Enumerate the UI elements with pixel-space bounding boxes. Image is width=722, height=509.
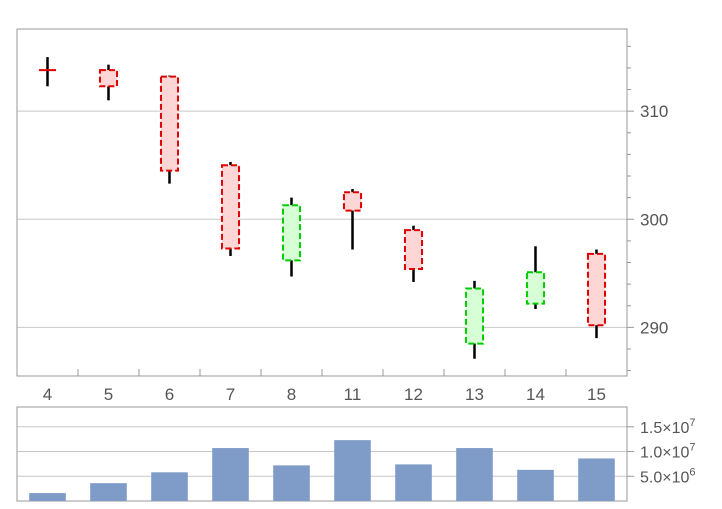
volume-y-tick-label: 1.0×107 [640,442,696,462]
candle [38,57,57,87]
candle [403,225,424,282]
x-tick-label: 12 [404,385,423,404]
candle-body [98,69,119,88]
volume-y-tick-label: 5.0×106 [640,466,696,486]
candle-body [403,229,424,270]
tick-exponent: 7 [689,417,695,429]
candle [220,161,241,257]
tick-base: 10 [672,445,690,462]
tick-mantissa: 1.5 [640,420,662,437]
volume-bar [517,469,554,501]
candle-body [342,191,363,212]
volume-bar [395,464,432,501]
tick-times-sign: × [662,420,671,437]
candle-body [525,271,546,305]
tick-exponent: 6 [689,466,695,478]
x-tick-label: 5 [104,385,113,404]
candle [525,246,546,309]
price-x-axis: 4 5 6 7 8 11 12 13 14 15 [43,369,606,404]
volume-bar [456,448,493,501]
x-tick-label: 7 [226,385,235,404]
price-y-axis: 290 300 310 [627,45,668,372]
x-tick-label: 13 [465,385,484,404]
candlesticks [38,57,607,359]
tick-base: 10 [672,469,690,486]
candle-body [220,164,241,250]
volume-panel-frame [16,406,628,502]
x-tick-label: 14 [526,385,545,404]
volume-bar [90,483,127,501]
candle [98,64,119,101]
price-y-tick-label: 310 [640,102,668,121]
x-tick-label: 11 [344,385,362,404]
price-y-tick-label: 300 [640,210,668,229]
volume-bars [29,440,615,501]
x-tick-label: 4 [43,385,52,404]
candle-body [281,204,302,262]
volume-bar [151,472,188,501]
candle-body [159,75,180,172]
candle [586,249,607,339]
price-gridlines [17,110,627,328]
tick-mantissa: 1.0 [640,445,662,462]
tick-exponent: 7 [689,442,695,454]
volume-bar [212,448,249,501]
tick-times-sign: × [662,469,671,486]
volume-gridlines [17,426,627,477]
price-panel: 290 300 310 4 5 6 7 8 11 12 13 14 15 [16,28,668,404]
candle-body [464,287,485,345]
candle [464,280,485,359]
candle [342,188,363,250]
x-tick-label: 15 [587,385,606,404]
tick-times-sign: × [662,445,671,462]
volume-bar [273,465,310,501]
volume-y-tick-label: 1.5×107 [640,417,696,437]
tick-mantissa: 5.0 [640,469,662,486]
candle [281,197,302,277]
volume-bar [334,440,371,501]
price-y-tick-label: 290 [640,318,668,337]
candle-body [586,252,607,327]
candle [159,75,180,184]
x-tick-label: 6 [165,385,174,404]
volume-bar [578,458,615,501]
volume-bar [29,493,66,501]
tick-base: 10 [672,420,690,437]
x-tick-label: 8 [287,385,296,404]
